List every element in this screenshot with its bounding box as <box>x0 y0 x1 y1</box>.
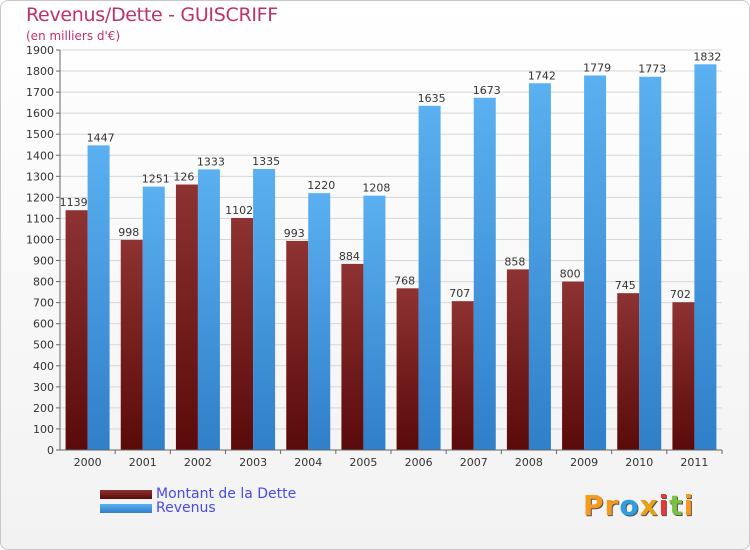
y-tick-label: 0 <box>47 444 54 457</box>
bar-debt <box>120 239 143 450</box>
logo-letter: i <box>683 489 695 522</box>
y-tick-label: 1900 <box>26 44 54 57</box>
data-label: 1251 <box>142 173 170 186</box>
bar-revenus <box>639 76 662 450</box>
data-label: 1333 <box>197 155 225 168</box>
x-tick-label: 2011 <box>680 456 708 469</box>
y-tick-label: 1800 <box>26 65 54 78</box>
data-label: 993 <box>284 227 305 240</box>
data-label: 858 <box>504 255 525 268</box>
x-tick-label: 2003 <box>239 456 267 469</box>
bar-revenus <box>87 145 110 451</box>
bar-revenus <box>473 97 496 450</box>
logo-letter: P <box>583 489 605 522</box>
logo-letter: x <box>639 489 659 522</box>
bar-revenus <box>418 105 441 450</box>
bar-revenus <box>363 195 386 450</box>
bar-revenus <box>253 168 276 450</box>
x-tick-label: 2000 <box>74 456 102 469</box>
y-tick-label: 500 <box>33 339 54 352</box>
logo-letter: o <box>619 489 640 522</box>
y-tick-label: 200 <box>33 402 54 415</box>
bar-debt <box>562 281 585 450</box>
y-tick-label: 600 <box>33 318 54 331</box>
data-label: 1335 <box>252 155 280 168</box>
bar-revenus <box>528 83 551 451</box>
y-tick-label: 1600 <box>26 107 54 120</box>
data-label: 1742 <box>528 69 556 82</box>
data-label: 998 <box>118 226 139 239</box>
bar-revenus <box>197 169 220 451</box>
data-label: 1139 <box>60 196 88 209</box>
x-tick-label: 2007 <box>460 456 488 469</box>
data-label: 1208 <box>362 182 390 195</box>
x-tick-label: 2002 <box>184 456 212 469</box>
logo-letter: t <box>669 489 684 522</box>
legend-swatch-revenus <box>100 503 152 513</box>
bar-debt <box>286 240 309 450</box>
x-tick-label: 2010 <box>625 456 653 469</box>
legend-swatch-debt <box>100 489 152 499</box>
bar-debt <box>451 301 474 450</box>
data-label: 1832 <box>693 50 721 63</box>
data-label: 800 <box>560 268 581 281</box>
y-tick-label: 1400 <box>26 149 54 162</box>
logo-letter: r <box>604 489 620 522</box>
logo-letter: i <box>658 489 670 522</box>
data-label: 1773 <box>638 63 666 76</box>
data-label: 702 <box>670 288 691 301</box>
legend-label-revenus: Revenus <box>156 500 216 516</box>
data-label: 884 <box>339 250 360 263</box>
legend-item-revenus: Revenus <box>100 500 216 516</box>
y-tick-label: 400 <box>33 360 54 373</box>
bar-debt <box>65 210 88 450</box>
x-tick-label: 2001 <box>129 456 157 469</box>
bar-debt <box>231 218 254 450</box>
data-label: 1673 <box>473 84 501 97</box>
data-label: 768 <box>394 274 415 287</box>
data-label: 1102 <box>225 204 253 217</box>
legend-label-debt: Montant de la Dette <box>156 486 297 502</box>
data-label: 1635 <box>418 92 446 105</box>
bar-debt <box>341 263 364 450</box>
chart-subtitle: (en milliers d'€) <box>26 29 121 43</box>
data-label: 126 <box>173 171 194 184</box>
bar-debt <box>672 302 695 450</box>
chart-title: Revenus/Dette - GUISCRIFF <box>26 4 278 26</box>
x-tick-label: 2004 <box>294 456 322 469</box>
y-tick-label: 300 <box>33 381 54 394</box>
bar-debt <box>617 293 640 450</box>
data-label: 745 <box>615 279 636 292</box>
y-tick-label: 1100 <box>26 212 54 225</box>
x-tick-label: 2008 <box>515 456 543 469</box>
x-tick-label: 2006 <box>405 456 433 469</box>
data-label: 1779 <box>583 61 611 74</box>
y-tick-label: 900 <box>33 255 54 268</box>
y-tick-label: 100 <box>33 423 54 436</box>
bar-debt <box>175 184 198 451</box>
x-tick-label: 2009 <box>570 456 598 469</box>
y-tick-label: 700 <box>33 297 54 310</box>
y-tick-label: 1500 <box>26 128 54 141</box>
bar-revenus <box>142 186 165 450</box>
y-tick-label: 1000 <box>26 233 54 246</box>
bar-revenus <box>694 64 717 450</box>
y-tick-label: 1200 <box>26 191 54 204</box>
legend-item-debt: Montant de la Dette <box>100 486 297 502</box>
x-tick-label: 2005 <box>349 456 377 469</box>
bar-revenus <box>308 193 331 450</box>
bar-debt <box>506 269 529 450</box>
y-tick-label: 1700 <box>26 86 54 99</box>
data-label: 1220 <box>307 179 335 192</box>
y-tick-label: 1300 <box>26 170 54 183</box>
y-tick-label: 800 <box>33 276 54 289</box>
proxiti-logo: Proxiti <box>583 489 694 522</box>
data-label: 707 <box>449 287 470 300</box>
data-label: 1447 <box>87 131 115 144</box>
bar-debt <box>396 288 419 450</box>
bar-revenus <box>584 75 607 450</box>
